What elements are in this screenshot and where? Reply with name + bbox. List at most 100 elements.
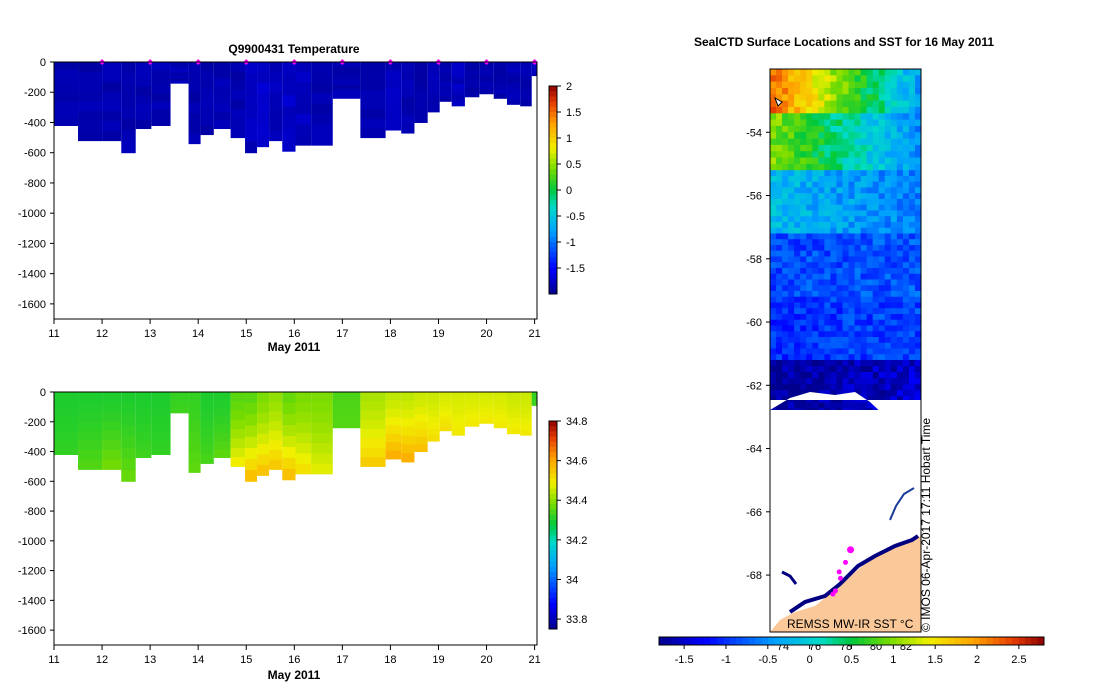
sst-cell [806, 204, 813, 211]
p2-profile-cell [493, 392, 507, 397]
p1-profile-cell [520, 67, 532, 74]
sst-cell [806, 313, 813, 321]
sst-cell [782, 378, 789, 385]
sst-cell [800, 181, 807, 188]
sst-cell [872, 119, 880, 127]
sst-cell [794, 227, 801, 234]
sst-cell [794, 151, 801, 159]
sst-cell [866, 198, 874, 206]
p1-profile-cell [385, 62, 402, 72]
p1-profile-cell [188, 92, 201, 104]
p2-profile-cell [451, 392, 465, 398]
p1-profile-cell [439, 81, 452, 88]
sst-cell [896, 308, 904, 315]
sst-cell [908, 372, 916, 379]
p1-profile-cell [213, 86, 231, 96]
sst-cell [830, 359, 837, 367]
sst-cell [896, 175, 904, 183]
sst-cell [830, 81, 837, 89]
sst-cell [806, 94, 813, 102]
sst-cell [812, 119, 819, 127]
p1-profile-cell [269, 62, 283, 73]
sst-cell [776, 378, 783, 385]
p1-profile-cell [257, 125, 270, 137]
sst-cell [812, 359, 819, 367]
sst-cell [884, 204, 892, 211]
sst-cell [830, 384, 837, 391]
y-tick-label: 0 [40, 387, 46, 399]
sst-cell [830, 302, 837, 309]
p1-profile-cell [188, 113, 201, 124]
p1-profile-cell [257, 83, 270, 95]
sst-cell [806, 267, 813, 275]
p1-profile-cell [78, 71, 103, 83]
sst-cell [794, 75, 801, 83]
sst-cell [836, 342, 843, 349]
p2-profile-cell [360, 419, 386, 430]
sst-cell [860, 157, 868, 165]
seal-position-marker [830, 591, 836, 597]
p1-profile-cell [427, 93, 440, 100]
sst-cell [788, 366, 795, 373]
sst-cell [902, 296, 910, 303]
p2-profile-cell [506, 418, 521, 424]
sst-cell [908, 285, 916, 292]
sst-cell [890, 331, 898, 338]
p2-profile-cell [102, 411, 122, 422]
sst-colorbar-swatch [800, 637, 808, 645]
sst-cell [908, 348, 916, 355]
sst-cell [812, 233, 819, 240]
sst-cell [878, 216, 886, 223]
sst-cell [890, 187, 898, 194]
sst-cell [788, 325, 795, 332]
colorbar-swatch [549, 164, 557, 170]
sst-cell [836, 151, 843, 159]
colorbar-swatch [549, 467, 557, 474]
sst-cell [872, 204, 880, 211]
sst-cell [902, 132, 910, 140]
sst-cell [908, 366, 916, 373]
sst-cell [788, 81, 795, 89]
sst-cell [770, 100, 777, 108]
sst-cell [848, 144, 856, 152]
p1-profile-cell [493, 84, 507, 90]
sst-cell [872, 210, 880, 217]
sst-cell [836, 402, 843, 409]
sst-cell [854, 100, 862, 108]
sst-cell [812, 244, 819, 252]
x-tick-label: 13 [144, 654, 156, 666]
sst-cell [824, 354, 831, 361]
sst-cell [818, 244, 825, 252]
temperature-panel: Q9900431 Temperature 0-200-400-600-800-1… [18, 42, 585, 354]
sst-cell [914, 94, 921, 102]
sst-cell [908, 313, 916, 321]
sst-cell [806, 119, 813, 127]
sst-cell [800, 366, 807, 373]
p1-profile-cell [401, 106, 415, 116]
sst-colorbar-swatch [934, 637, 942, 645]
sst-cell [794, 132, 801, 140]
colorbar-swatch [549, 174, 557, 181]
p2-profile-cell [401, 426, 415, 437]
sst-cell [884, 227, 892, 234]
salinity-xlabel: May 2011 [268, 668, 321, 682]
sst-cell [818, 285, 825, 292]
sst-cell [806, 210, 813, 217]
sst-cell [794, 106, 801, 114]
sst-cell [818, 331, 825, 338]
sst-cell [818, 302, 825, 309]
sst-cell [782, 233, 789, 240]
sst-cell [800, 204, 807, 211]
sst-cell [788, 113, 795, 121]
sst-cell [914, 378, 921, 385]
sst-cell [836, 296, 843, 303]
sst-cell [818, 325, 825, 332]
sst-cell [884, 354, 892, 361]
sst-cell [908, 354, 916, 361]
sst-cell [872, 244, 880, 252]
sst-cell [866, 227, 874, 234]
p1-profile-cell [170, 77, 189, 82]
sst-cell [818, 279, 825, 286]
sst-cell [866, 163, 874, 171]
p1-profile-cell [493, 75, 507, 81]
